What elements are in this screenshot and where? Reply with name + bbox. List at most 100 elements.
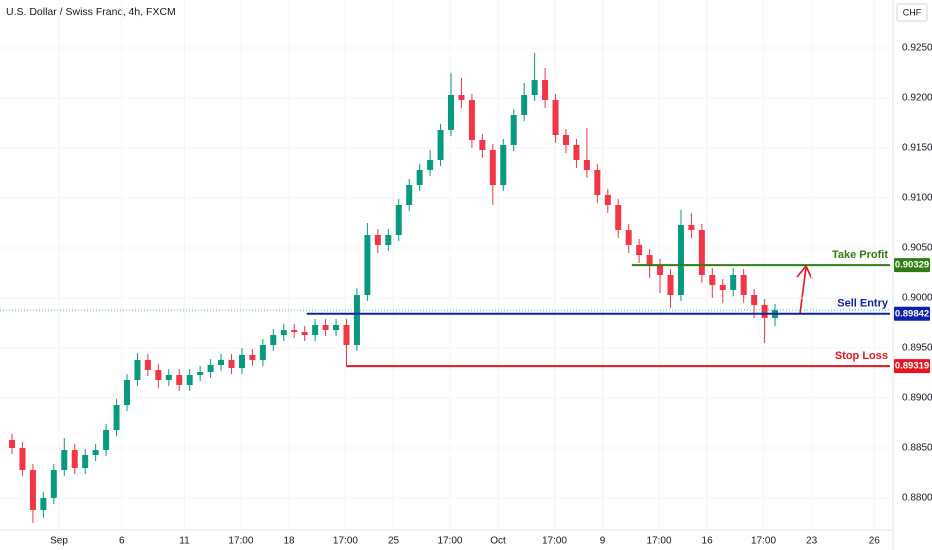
candle-body [40, 498, 47, 510]
candle-body [406, 185, 413, 205]
x-tick-label: 9 [600, 536, 606, 547]
candle-body [458, 95, 465, 100]
candle-body [698, 230, 705, 275]
candle-body [207, 365, 214, 372]
candle-body [510, 115, 517, 145]
candle-body [677, 225, 684, 295]
candle-body [71, 450, 78, 468]
candle-body [82, 455, 89, 468]
candle-body [218, 360, 225, 365]
candle-body [259, 345, 266, 360]
x-tick-label: 11 [179, 536, 190, 547]
candle-body [657, 265, 664, 275]
level-price-label: 0.90329 [895, 260, 929, 271]
candle-body [562, 135, 569, 145]
candle-body [751, 295, 758, 305]
x-tick-label: 17:00 [228, 536, 253, 547]
x-tick-label: 17:00 [542, 536, 567, 547]
candle-body [636, 245, 643, 255]
x-tick-label: 17:00 [333, 536, 358, 547]
currency-box [896, 3, 928, 22]
candle-body [646, 255, 653, 265]
candle-body [761, 305, 768, 318]
arrow [799, 267, 807, 315]
candle-body [291, 330, 298, 332]
x-tick-label: 25 [388, 536, 400, 547]
candle-body [385, 235, 392, 245]
candle-body [50, 470, 57, 498]
candle-body [29, 470, 36, 510]
candle-body [144, 360, 151, 370]
candle-body [103, 430, 110, 450]
x-tick-label: 17:00 [437, 536, 462, 547]
x-tick-label: 17:00 [751, 536, 776, 547]
candle-body [165, 375, 172, 380]
candle-body [719, 285, 726, 290]
candle-body [500, 145, 507, 185]
candle-body [155, 370, 162, 380]
candle-body [437, 130, 444, 160]
candle-body [583, 160, 590, 170]
candle-body [448, 95, 455, 130]
x-tick-label: Sep [50, 536, 68, 547]
x-tick-label: 18 [283, 536, 295, 547]
currency-label: CHF [903, 7, 922, 17]
candle-body [353, 295, 360, 345]
candle-body [604, 195, 611, 205]
candle-body [468, 100, 475, 140]
level-price-label: 0.89319 [895, 361, 929, 372]
candle-body [92, 450, 99, 455]
candle-body [395, 205, 402, 235]
candle-body [333, 325, 340, 330]
candle-body [280, 330, 287, 335]
candle-body [197, 372, 204, 375]
x-tick-label: 17:00 [646, 536, 671, 547]
candle-body [688, 225, 695, 230]
candle-body [479, 140, 486, 150]
candle-body [228, 360, 235, 368]
candle-body [667, 275, 674, 295]
chart-title: U.S. Dollar / Swiss Franc, 4h, FXCM [6, 6, 176, 18]
candle-body [709, 275, 716, 285]
level-price-label: 0.89842 [895, 308, 929, 319]
candle-body [238, 355, 245, 368]
candle-body [740, 275, 747, 295]
candle-body [186, 375, 193, 385]
candle-body [176, 375, 183, 385]
candle-body [270, 335, 277, 345]
candle-body [374, 235, 381, 245]
candle-body [573, 145, 580, 160]
candle-body [615, 205, 622, 230]
x-tick-label: 6 [119, 536, 125, 547]
candle-body [416, 170, 423, 185]
level-name: Stop Loss [835, 350, 888, 362]
candle-body [594, 170, 601, 195]
candle-body [625, 230, 632, 245]
x-tick-label: 16 [702, 536, 714, 547]
candle-body [123, 380, 130, 405]
level-price-box [894, 359, 930, 374]
candle-body [364, 235, 371, 295]
candle-body [521, 95, 528, 115]
candle-body [249, 355, 256, 360]
candle-body [542, 80, 549, 100]
level-name: Take Profit [832, 249, 888, 261]
candle-body [134, 360, 141, 380]
x-tick-label: Oct [490, 536, 506, 547]
candle-body [489, 150, 496, 185]
candle-body [427, 160, 434, 170]
candle-body [531, 80, 538, 95]
candle-body [301, 332, 308, 335]
candle-body [343, 325, 350, 345]
level-price-box [894, 306, 930, 321]
candle-body [312, 325, 319, 335]
